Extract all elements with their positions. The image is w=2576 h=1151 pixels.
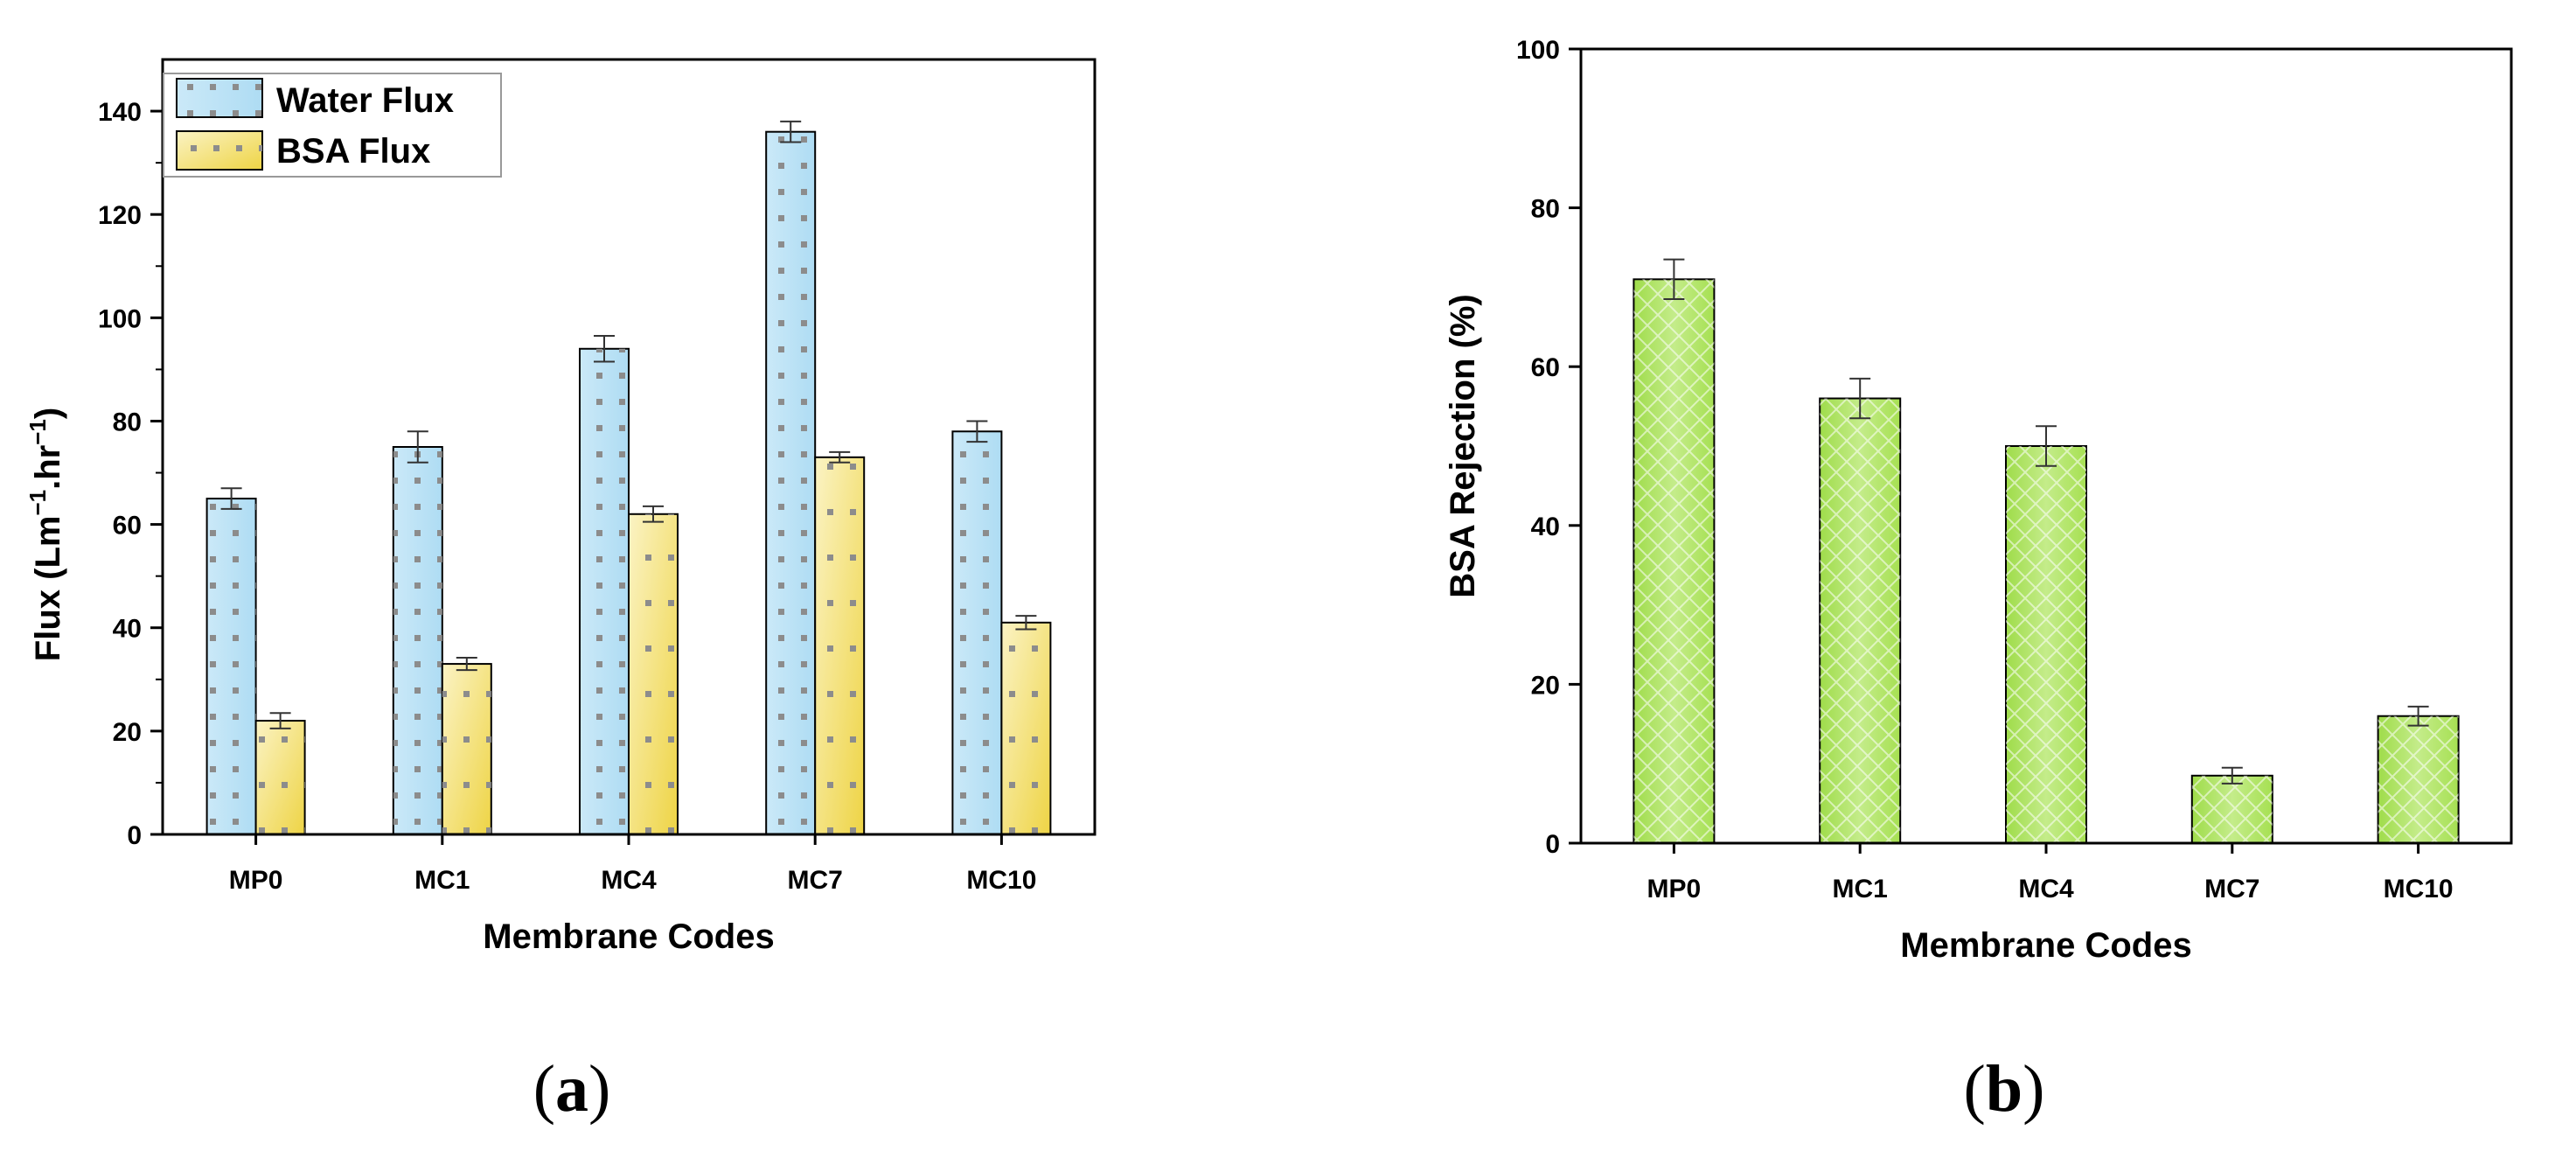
chart-a-bars <box>205 130 1052 836</box>
panel-label-a: (a) <box>533 1052 611 1126</box>
error-bar-water-flux-mc4 <box>594 335 615 363</box>
chart-b-x-axis-title: Membrane Codes <box>1900 926 2191 965</box>
x-tick-label-mc4: MC4 <box>2018 875 2074 903</box>
y-tick-label-0: 0 <box>1545 830 1560 859</box>
chart-b-error-bars <box>1663 258 2429 785</box>
y-tick-label-140: 140 <box>98 98 142 127</box>
chart-a-y-axis-title: Flux (Lm−1.hr−1) <box>24 408 67 661</box>
y-tick-label-120: 120 <box>98 201 142 230</box>
chart-a: 0 20 40 60 80 100 120 140 MP0 MC1 MC4 MC7 MC10 Memb… <box>24 58 1097 1126</box>
error-bar-bsa-rejection-mp0 <box>1663 258 1685 301</box>
y-tick-label-40: 40 <box>1531 513 1560 541</box>
y-tick-label-60: 60 <box>113 512 142 541</box>
x-tick-label-mc1: MC1 <box>1833 875 1888 903</box>
y-tick-label-100: 100 <box>1516 36 1560 65</box>
error-bar-bsa-rejection-mc4 <box>2036 425 2057 467</box>
chart-a-x-axis-title: Membrane Codes <box>483 917 774 956</box>
bar-pattern-bsa-rejection-mc7 <box>2191 775 2273 843</box>
bar-pattern-bsa-rejection-mc1 <box>1820 398 1901 843</box>
error-bar-water-flux-mp0 <box>220 487 242 510</box>
error-bar-bsa-rejection-mc1 <box>1849 377 1871 420</box>
error-bar-bsa-flux-mp0 <box>269 712 291 729</box>
legend-label-water-flux: Water Flux <box>276 81 454 120</box>
bar-pattern-bsa-flux-mc10 <box>1001 622 1051 834</box>
y-tick-label-40: 40 <box>113 615 142 644</box>
error-bar-bsa-flux-mc10 <box>1015 615 1037 631</box>
error-bar-water-flux-mc7 <box>780 120 802 143</box>
error-bar-bsa-rejection-mc7 <box>2221 766 2243 785</box>
error-bar-bsa-rejection-mc10 <box>2407 705 2429 727</box>
chart-b: 0 20 40 60 80 100 MP0 MC1 MC4 MC7 MC10 Membrane C… <box>1444 36 2513 1126</box>
error-bar-bsa-flux-mc4 <box>643 505 664 523</box>
legend-label-bsa-flux: BSA Flux <box>276 132 430 171</box>
legend-swatch-water-flux-dots <box>177 79 262 117</box>
bar-pattern-water-flux-mc1 <box>393 447 442 834</box>
x-tick-label-mc4: MC4 <box>601 866 657 895</box>
x-tick-label-mc1: MC1 <box>414 866 470 895</box>
chart-a-y-ticks: 0 20 40 60 80 100 120 140 <box>98 98 163 850</box>
bar-pattern-bsa-flux-mc1 <box>442 664 491 834</box>
x-tick-label-mc10: MC10 <box>2384 875 2454 903</box>
bar-pattern-water-flux-mc7 <box>766 131 816 834</box>
panel-label-b: (b) <box>1964 1052 2045 1126</box>
chart-b-x-ticks: MP0 MC1 MC4 MC7 MC10 <box>1647 843 2454 903</box>
chart-b-y-axis-title: BSA Rejection (%) <box>1444 294 1482 597</box>
bar-pattern-bsa-flux-mc4 <box>629 513 678 834</box>
bar-pattern-water-flux-mc10 <box>952 431 1002 834</box>
y-tick-label-100: 100 <box>98 304 142 333</box>
x-tick-label-mp0: MP0 <box>1647 875 1702 903</box>
y-tick-label-60: 60 <box>1531 353 1560 382</box>
chart-a-x-ticks: MP0 MC1 MC4 MC7 MC10 <box>229 834 1036 895</box>
error-bar-water-flux-mc1 <box>407 430 428 464</box>
bar-pattern-bsa-rejection-mp0 <box>1633 279 1715 843</box>
bar-pattern-bsa-flux-mc7 <box>815 457 865 834</box>
chart-b-y-ticks: 0 20 40 60 80 100 <box>1516 36 1581 859</box>
bar-pattern-bsa-rejection-mc10 <box>2378 715 2459 843</box>
error-bar-bsa-flux-mc1 <box>456 656 477 672</box>
bar-pattern-water-flux-mc4 <box>580 348 629 835</box>
y-tick-label-80: 80 <box>113 408 142 436</box>
y-tick-label-20: 20 <box>113 718 142 747</box>
y-tick-label-20: 20 <box>1531 671 1560 700</box>
bar-pattern-bsa-flux-mp0 <box>255 721 305 834</box>
chart-b-bars <box>1633 278 2460 845</box>
x-tick-label-mc7: MC7 <box>788 866 843 895</box>
y-tick-label-80: 80 <box>1531 195 1560 224</box>
y-tick-label-0: 0 <box>127 821 142 850</box>
bar-pattern-bsa-rejection-mc4 <box>2006 446 2086 843</box>
chart-a-legend: Water Flux BSA Flux <box>163 73 502 178</box>
bar-pattern-water-flux-mp0 <box>206 499 256 834</box>
error-bar-water-flux-mc10 <box>966 420 988 443</box>
x-tick-label-mc7: MC7 <box>2204 875 2259 903</box>
error-bar-bsa-flux-mc7 <box>829 450 851 464</box>
legend-swatch-bsa-flux-dots <box>177 131 262 170</box>
chart-a-error-bars <box>220 120 1037 729</box>
x-tick-label-mp0: MP0 <box>229 866 283 895</box>
x-tick-label-mc10: MC10 <box>966 866 1036 895</box>
